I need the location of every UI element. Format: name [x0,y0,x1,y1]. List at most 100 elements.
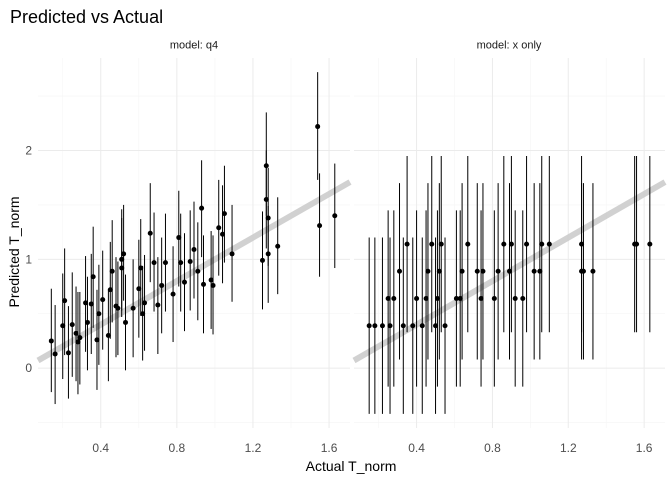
data-point [425,268,431,274]
data-point [647,241,653,247]
data-point [379,323,385,329]
data-point [210,282,216,288]
data-point [480,268,486,274]
data-point [73,330,79,336]
data-point [400,323,406,329]
data-point [410,323,416,329]
data-point [195,268,201,274]
data-point [75,339,81,345]
data-point [501,241,507,247]
data-point [96,311,102,317]
data-point [181,279,187,285]
data-point [590,268,596,274]
data-point [265,251,271,257]
data-point [107,287,113,293]
x-tick-label: 1.2 [560,441,577,455]
data-point [69,322,75,328]
data-point [433,323,439,329]
data-point [491,296,497,301]
data-point [366,323,372,329]
data-point [423,296,429,301]
data-point [434,296,440,301]
data-point [65,350,71,356]
data-point [372,323,378,329]
data-point [546,241,552,247]
data-point [507,268,512,274]
data-point [199,205,205,211]
data-point [387,323,393,329]
data-point [332,213,338,219]
data-point [201,281,207,287]
y-tick-label: 0 [25,361,32,375]
data-point [508,241,514,247]
data-point [48,338,54,344]
data-point [275,243,281,249]
data-point [397,268,403,274]
data-point [404,241,410,247]
data-point [220,231,226,237]
data-point [442,323,448,329]
data-point [105,333,111,338]
data-point [162,260,168,266]
data-point [634,241,640,247]
data-point [221,211,227,217]
data-point [579,241,585,247]
data-point [453,296,459,301]
data-point [263,196,269,202]
data-point [520,296,526,301]
x-tick-label: 1.6 [636,441,653,455]
data-point [94,337,100,343]
data-point [52,351,58,357]
data-point [216,225,222,231]
data-point [414,296,420,301]
data-point [259,257,265,263]
data-point [155,302,161,308]
data-point [176,235,182,241]
data-point [315,124,321,130]
data-point [263,163,269,169]
data-point [512,296,518,301]
data-point [140,311,146,317]
data-point [457,296,463,301]
data-point [84,319,90,325]
x-tick-label: 1.6 [321,441,338,455]
x-axis-title: Actual T_norm [306,458,397,474]
y-tick-label: 1 [25,252,32,266]
data-point [187,259,193,264]
data-point [62,298,68,304]
data-point [90,274,96,280]
data-point [115,305,121,311]
panel-strip-label-x-only: model: x only [477,40,542,52]
data-point [419,323,425,329]
y-tick-label: 2 [25,144,32,158]
data-point [100,297,106,303]
data-point [60,323,66,329]
x-tick-label: 0.8 [484,441,501,455]
data-point [524,241,530,247]
x-tick-label: 0.4 [408,441,425,455]
data-point [130,305,136,311]
data-point [474,268,480,274]
data-point [83,300,89,306]
data-point [438,241,444,247]
y-axis-ticks: 0 1 2 [25,144,32,376]
data-point [495,268,501,274]
data-point [77,335,83,341]
data-point [208,277,214,283]
data-point [121,251,127,257]
x-tick-label: 0.4 [92,441,109,455]
data-point [465,241,471,247]
data-point [159,282,165,288]
data-point [436,268,442,274]
data-point [178,260,184,266]
x-tick-label: 0.8 [169,441,186,455]
data-point [123,319,129,325]
facet-panel-x-only [352,58,667,428]
data-point [531,268,537,274]
data-point [109,268,115,274]
data-point [537,268,543,274]
data-point [229,251,235,257]
data-point [136,286,142,292]
data-point [478,296,484,301]
